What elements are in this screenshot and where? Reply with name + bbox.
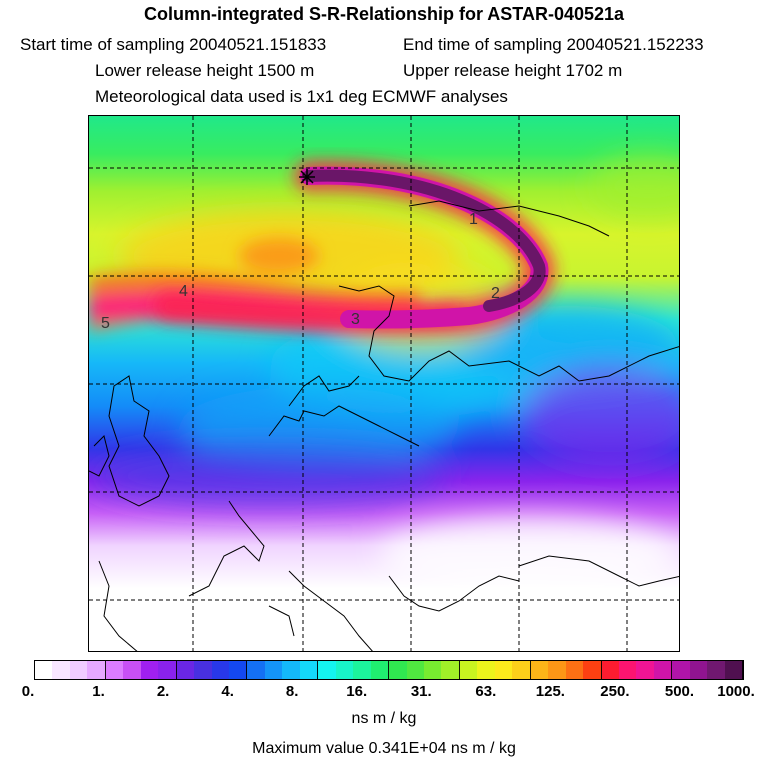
colorbar-segment xyxy=(335,661,354,679)
colorbar-segment xyxy=(477,661,495,679)
colorbar-segment xyxy=(565,661,584,679)
colorbar-segment xyxy=(299,661,319,679)
colorbar-segment xyxy=(512,661,531,679)
colorbar-segment xyxy=(530,661,549,679)
colorbar-segment xyxy=(583,661,602,679)
colorbar-segment xyxy=(672,661,690,679)
contour-label-1: 1 xyxy=(469,211,478,228)
colorbar-segment xyxy=(494,661,513,679)
colorbar-segment xyxy=(35,661,53,679)
colorbar-segment xyxy=(264,661,283,679)
figure-title: Column-integrated S-R-Relationship for A… xyxy=(143,4,625,24)
colorbar-segment xyxy=(601,661,619,679)
colorbar-segment xyxy=(140,661,159,679)
colorbar-segment xyxy=(211,661,229,679)
colorbar xyxy=(34,660,744,680)
colorbar-segment xyxy=(653,661,673,679)
colorbar-tick-label: 500. xyxy=(664,683,695,700)
colorbar-segment xyxy=(176,661,195,679)
colorbar-segment xyxy=(52,661,70,679)
start-time-label: Start time of sampling 20040521.151833 xyxy=(20,35,327,54)
colorbar-segment xyxy=(724,661,744,679)
end-time-label: End time of sampling 20040521.152233 xyxy=(403,35,704,54)
colorbar-segment xyxy=(158,661,177,679)
colorbar-segment xyxy=(707,661,725,679)
graticule xyxy=(89,116,679,651)
colorbar-segment xyxy=(69,661,88,679)
colorbar-tick-label: 1. xyxy=(92,683,105,700)
colorbar-segment xyxy=(228,661,248,679)
colorbar-segment xyxy=(105,661,124,679)
met-data-label: Meteorological data used is 1x1 deg ECMW… xyxy=(95,87,508,106)
colorbar-segment xyxy=(282,661,300,679)
colorbar-tick-label: 2. xyxy=(156,683,170,700)
colorbar-tick-label: 250. xyxy=(600,683,630,700)
colorbar-tick-label: 31. xyxy=(410,683,432,700)
colorbar-segment xyxy=(370,661,390,679)
colorbar-unit: ns m / kg xyxy=(351,710,417,727)
colorbar-segment xyxy=(459,661,478,679)
contour-label-2: 2 xyxy=(491,285,500,302)
contour-label-4: 4 xyxy=(179,283,188,300)
colorbar-tick-label: 8. xyxy=(285,683,299,700)
colorbar-tick-label: 63. xyxy=(475,683,497,700)
colorbar-segment xyxy=(406,661,424,679)
colorbar-segment xyxy=(353,661,371,679)
colorbar-segment xyxy=(441,661,460,679)
colorbar-segment xyxy=(194,661,212,679)
colorbar-tick-label: 4. xyxy=(221,683,234,700)
colorbar-segment xyxy=(636,661,654,679)
colorbar-segment xyxy=(618,661,637,679)
upper-height-label: Upper release height 1702 m xyxy=(403,61,623,80)
sensitivity-map: 1 2 3 4 5 xyxy=(88,115,680,652)
maximum-value-label: Maximum value 0.341E+04 ns m / kg xyxy=(252,740,516,757)
contour-label-3: 3 xyxy=(351,311,360,328)
colorbar-segment xyxy=(689,661,708,679)
colorbar-segment xyxy=(423,661,442,679)
colorbar-segment xyxy=(548,661,566,679)
lower-height-label: Lower release height 1500 m xyxy=(95,61,315,80)
colorbar-segment xyxy=(87,661,106,679)
colorbar-segment xyxy=(247,661,265,679)
release-point-star-icon xyxy=(299,169,315,185)
colorbar-tick-label: 16. xyxy=(346,683,368,700)
map-svg: 1 2 3 4 5 xyxy=(89,116,679,651)
colorbar-segment xyxy=(318,661,336,679)
colorbar-tick-label: 125. xyxy=(535,683,565,700)
colorbar-segment xyxy=(389,661,407,679)
colorbar-tick-label: 0. xyxy=(21,683,35,700)
colorbar-segment xyxy=(123,661,141,679)
colorbar-tick-label: 1000. xyxy=(717,683,755,700)
contour-label-5: 5 xyxy=(101,315,110,332)
